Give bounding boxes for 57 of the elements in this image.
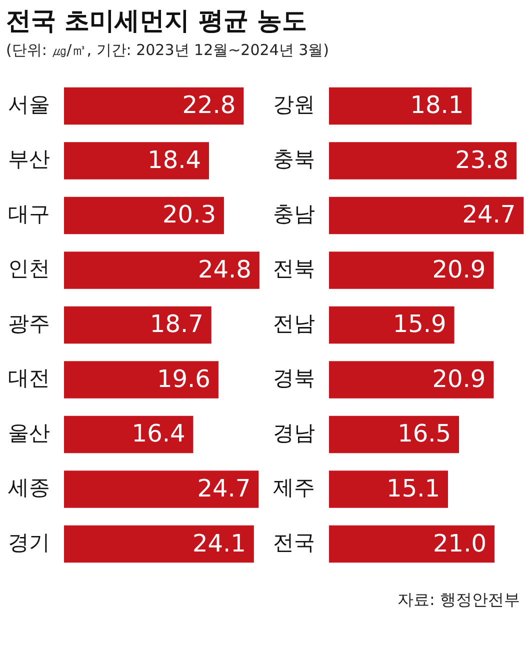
bar: [329, 470, 448, 508]
data-label: 18.4: [148, 146, 201, 174]
bar: [329, 87, 472, 125]
data-label: 15.1: [386, 474, 440, 502]
data-label: 16.4: [132, 420, 186, 448]
data-label: 24.7: [197, 474, 251, 502]
data-label: 18.1: [410, 91, 464, 120]
y-tick-label: 대구: [8, 202, 50, 226]
bar: [329, 306, 454, 344]
y-tick-label: 전남: [273, 311, 315, 336]
y-tick-label: 광주: [8, 311, 50, 336]
bar: [64, 87, 244, 125]
y-tick-label: 경남: [273, 420, 315, 445]
bar: [64, 196, 224, 234]
y-tick-label: 울산: [8, 420, 50, 445]
bar: [64, 525, 254, 563]
data-label: 20.3: [162, 200, 216, 229]
bar: [64, 416, 194, 454]
data-label: 15.9: [392, 310, 446, 338]
y-tick-label: 경기: [8, 530, 50, 554]
bar: [329, 142, 517, 180]
bar: [64, 306, 212, 344]
y-tick-label: 서울: [8, 92, 50, 116]
bar: [64, 470, 259, 508]
bar: [64, 142, 209, 180]
bar: [329, 252, 494, 289]
data-label: 20.9: [432, 255, 486, 284]
y-tick-label: 전북: [273, 256, 315, 281]
data-label: 24.7: [462, 200, 516, 229]
data-label: 20.9: [432, 364, 486, 393]
bar: [329, 361, 494, 398]
data-label: 22.8: [182, 91, 236, 120]
data-label: 21.0: [433, 529, 486, 558]
y-tick-label: 충북: [273, 147, 315, 172]
chart-title: 전국 초미세먼지 평균 농도: [6, 5, 308, 37]
data-label: 24.1: [192, 529, 246, 558]
bar: [329, 525, 494, 563]
y-tick-label: 인천: [8, 256, 50, 281]
y-tick-label: 전국: [273, 530, 315, 554]
bar: [329, 416, 460, 454]
y-tick-label: 강원: [273, 92, 315, 116]
y-tick-label: 부산: [8, 147, 50, 172]
y-tick-label: 대전: [8, 366, 50, 390]
data-label: 16.5: [398, 420, 452, 448]
bar: [329, 196, 524, 234]
text: 자료: 행정안전부: [396, 590, 520, 611]
chart-subtitle: (단위: ㎍/㎥, 기간: 2023년 12월~2024년 3월): [6, 41, 330, 60]
data-label: 24.8: [198, 255, 252, 284]
bar: [64, 361, 218, 398]
data-label: 19.6: [157, 364, 210, 393]
bar: [64, 252, 260, 289]
data-label: 18.7: [150, 310, 204, 338]
data-label: 23.8: [455, 146, 509, 174]
y-tick-label: 세종: [8, 476, 50, 500]
y-tick-label: 충남: [273, 202, 315, 226]
y-tick-label: 경북: [273, 366, 315, 390]
y-tick-label: 제주: [273, 476, 315, 500]
